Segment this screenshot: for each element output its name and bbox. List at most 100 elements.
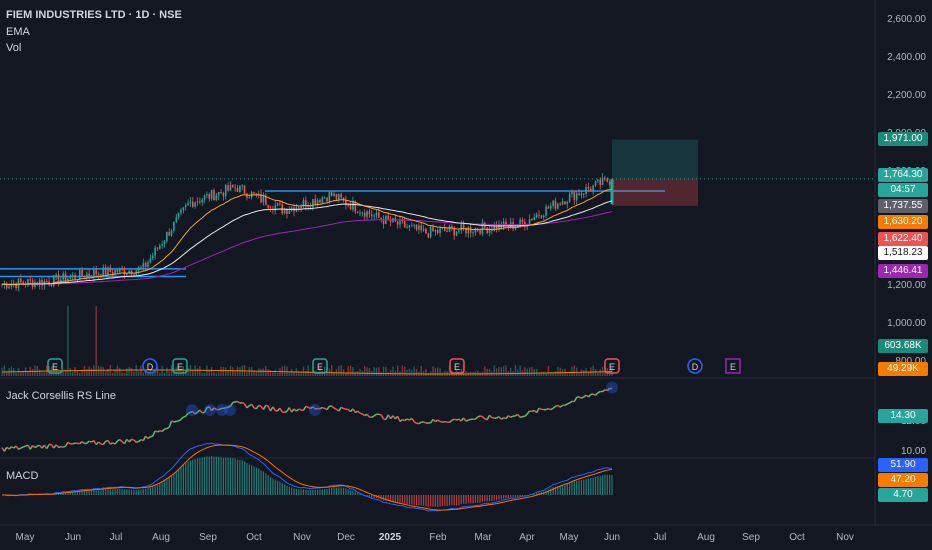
macd-histogram-bar: [354, 491, 356, 495]
candle-body: [126, 273, 128, 275]
rs-line-segment: [295, 408, 300, 412]
macd-histogram-bar: [484, 495, 486, 502]
macd-histogram-bar: [267, 475, 269, 495]
rs-line-segment: [566, 402, 570, 405]
macd-histogram-bar: [481, 495, 484, 502]
candle-body: [578, 193, 580, 196]
rs-line-segment: [496, 415, 500, 419]
candle-body: [408, 225, 411, 228]
volume-bar: [71, 371, 74, 376]
macd-pane-title[interactable]: MACD: [6, 470, 39, 482]
rs-line-segment: [112, 442, 116, 445]
candle-body: [599, 179, 602, 186]
price-tag: 1,971.00: [878, 132, 928, 146]
candle-body: [74, 274, 76, 279]
macd-histogram-bar: [93, 490, 95, 495]
macd-histogram-bar: [335, 487, 338, 495]
macd-histogram-bar: [448, 495, 451, 506]
candle-body: [441, 228, 444, 230]
ema-slow-line: [1, 200, 613, 286]
candle-body: [549, 206, 552, 209]
macd-histogram-bar: [413, 495, 415, 505]
rs-line-segment: [434, 419, 439, 423]
volume-bar: [187, 368, 189, 376]
volume-bar: [439, 368, 441, 376]
macd-histogram-bar: [467, 495, 469, 504]
candle-body: [241, 185, 244, 187]
macd-histogram-bar: [255, 467, 257, 495]
volume-indicator-label[interactable]: Vol: [6, 42, 22, 54]
macd-histogram-bar: [265, 473, 267, 495]
candle-body: [274, 205, 277, 211]
macd-histogram-bar: [215, 456, 217, 495]
volume-bar: [255, 371, 258, 376]
macd-histogram-bar: [281, 483, 283, 495]
volume-bar: [199, 366, 201, 376]
rs-line-segment: [272, 406, 276, 412]
volume-bar: [373, 366, 375, 376]
rs-line-segment: [581, 396, 585, 399]
ema-indicator-label[interactable]: EMA: [6, 26, 30, 38]
candle-body: [540, 215, 543, 218]
candle-body: [559, 203, 561, 205]
volume-bar: [495, 368, 498, 376]
macd-histogram-bar: [446, 495, 448, 507]
macd-histogram-bar: [477, 495, 479, 503]
macd-histogram-bar: [371, 495, 373, 498]
volume-bar: [366, 367, 368, 376]
rs-line-segment: [576, 396, 580, 399]
candle-body: [27, 279, 29, 286]
macd-histogram-bar: [246, 463, 248, 495]
candle-body: [585, 187, 587, 194]
macd-histogram-bar: [225, 457, 227, 495]
macd-histogram-bar: [128, 489, 130, 495]
rs-line-segment: [190, 410, 193, 414]
volume-bar: [540, 372, 543, 376]
macd-histogram-bar: [411, 495, 413, 505]
rs-pane-title[interactable]: Jack Corsellis RS Line: [6, 390, 117, 402]
candle-body: [401, 219, 404, 222]
rs-line-segment: [102, 440, 107, 446]
rs-line-segment: [176, 420, 179, 423]
candle-body: [262, 196, 265, 203]
volume-bar: [323, 366, 326, 376]
macd-histogram-bar: [159, 482, 161, 495]
candle-body: [547, 206, 550, 209]
rs-line-segment: [406, 418, 410, 421]
rs-line-segment: [145, 435, 149, 440]
x-tick-label: Sep: [199, 532, 217, 543]
candle-body: [78, 270, 81, 280]
macd-histogram-bar: [196, 458, 199, 495]
rs-line-segment: [142, 435, 147, 441]
macd-histogram-bar: [187, 461, 189, 495]
rs-line-segment: [248, 403, 253, 407]
event-marker: [449, 358, 465, 374]
candle-body: [246, 193, 248, 198]
rs-line-segment: [503, 417, 507, 420]
rs-line-segment: [110, 442, 114, 445]
volume-bar: [222, 366, 225, 376]
rs-line-segment: [279, 407, 283, 413]
macd-histogram-bar: [189, 460, 192, 495]
rs-high-marker: [186, 404, 198, 416]
macd-histogram-bar: [585, 478, 587, 495]
volume-bar: [210, 366, 213, 376]
rs-line-segment: [380, 414, 385, 420]
rs-line-segment: [138, 439, 142, 443]
volume-bar: [349, 365, 352, 376]
candle-body: [55, 274, 57, 276]
macd-histogram-bar: [126, 489, 128, 495]
macd-histogram-bar: [333, 487, 335, 495]
volume-bar: [307, 365, 309, 376]
candle-body: [196, 201, 199, 203]
candle-body: [57, 274, 60, 284]
volume-bar: [552, 372, 554, 376]
macd-histogram-bar: [269, 476, 272, 495]
rs-line-segment: [3, 446, 8, 452]
volume-bar: [380, 372, 382, 376]
x-tick-label: Oct: [789, 532, 805, 543]
event-marker: [312, 358, 328, 374]
price-tag: 1,737.55: [878, 199, 928, 213]
candle-body: [17, 278, 20, 289]
rs-line-segment: [187, 411, 191, 414]
